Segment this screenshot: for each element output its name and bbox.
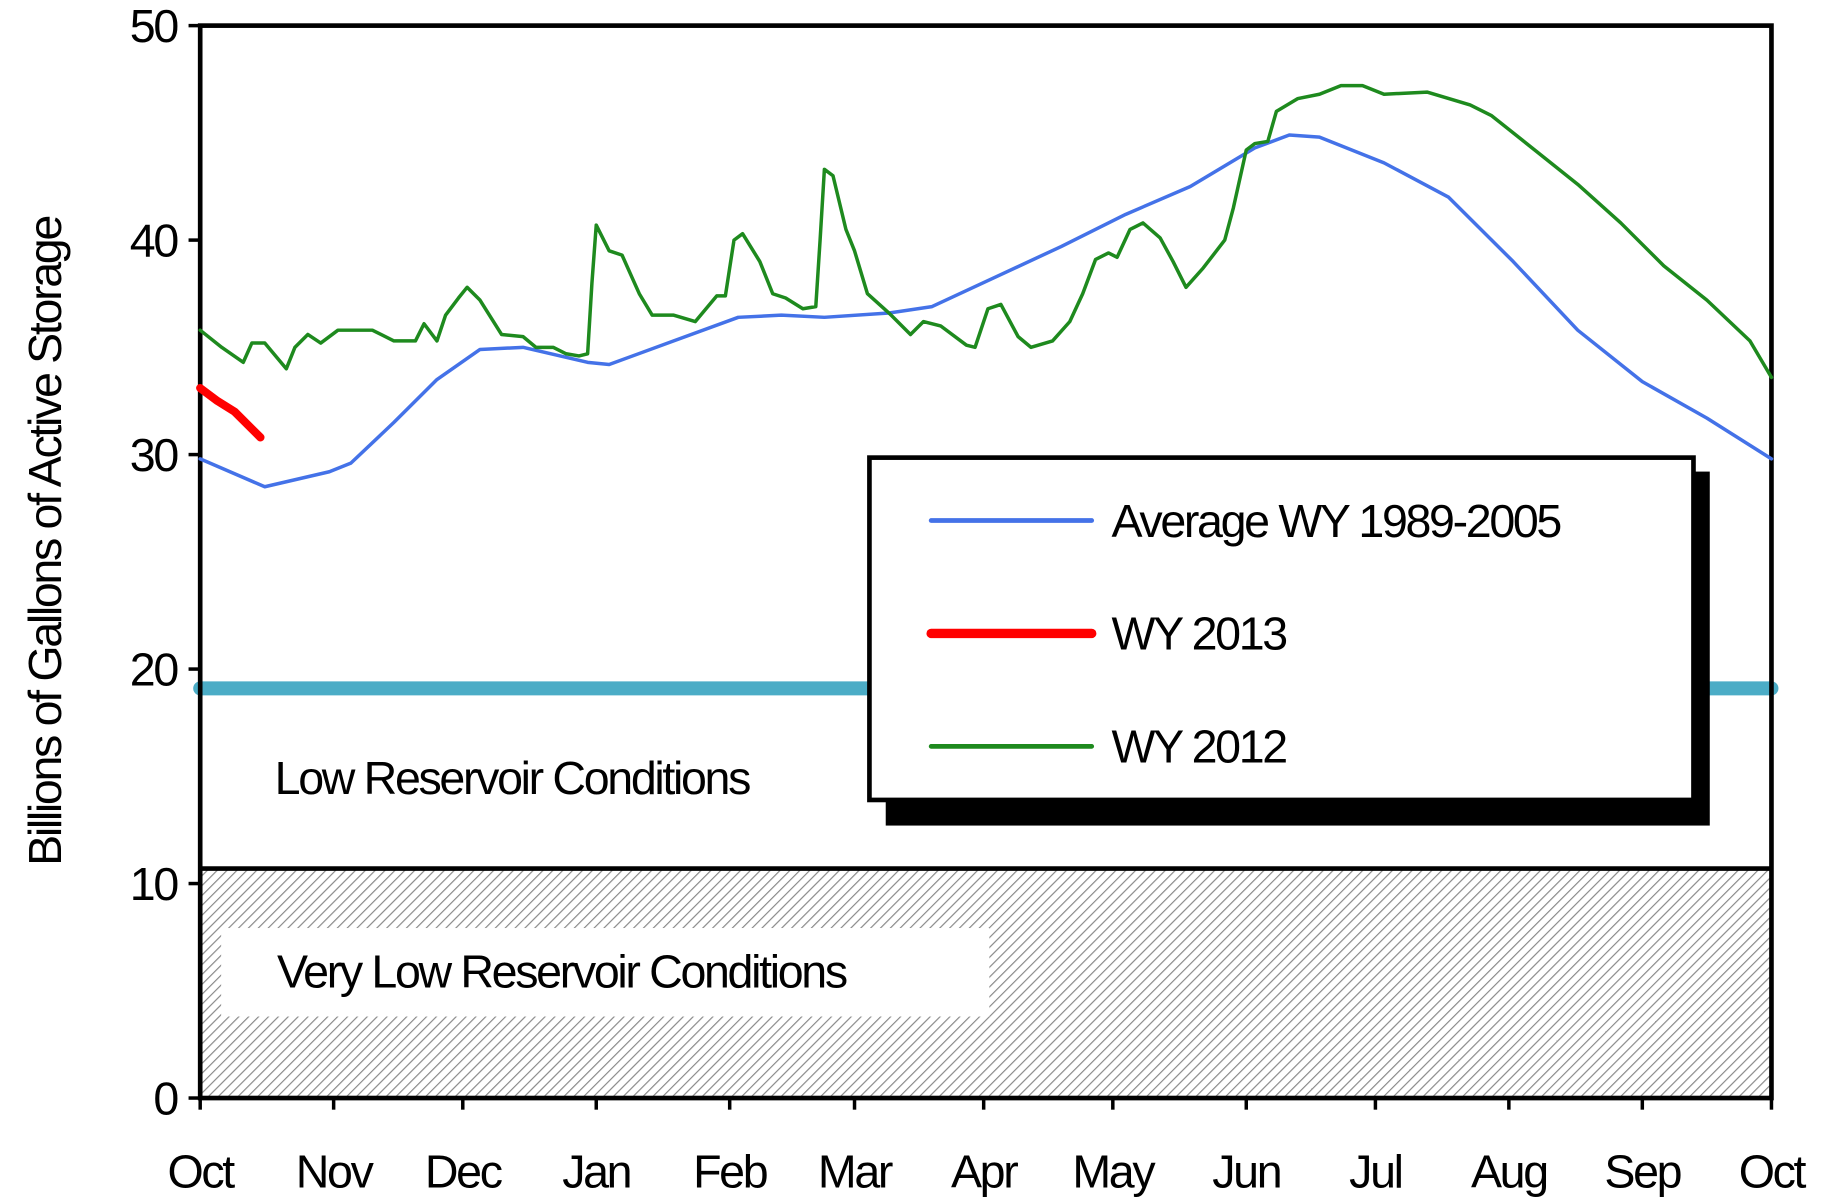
annotation-box — [221, 928, 990, 1017]
y-tick-label: 50 — [130, 0, 179, 52]
x-tick-label: Sep — [1604, 1146, 1680, 1198]
x-tick-label: Nov — [296, 1146, 375, 1198]
x-tick-label: Mar — [818, 1146, 893, 1198]
y-axis-label: Billions of Gallons of Active Storage — [19, 217, 71, 866]
series-line — [198, 133, 1774, 489]
legend-label: WY 2013 — [1112, 608, 1287, 660]
x-tick-label: Oct — [167, 1146, 235, 1198]
y-tick-label: 30 — [130, 429, 179, 481]
series-line — [198, 83, 1774, 380]
x-tick-label: Jan — [562, 1146, 630, 1198]
annotation: Low Reservoir Conditions — [275, 752, 750, 804]
legend-label: Average WY 1989-2005 — [1112, 495, 1561, 547]
annotation: Very Low Reservoir Conditions — [277, 945, 847, 997]
x-tick-label: Apr — [951, 1146, 1018, 1198]
x-tick-label: Oct — [1739, 1146, 1807, 1198]
y-tick-label: 20 — [130, 643, 179, 695]
plot-frame — [197, 23, 1774, 1101]
x-tick-label: Jun — [1212, 1146, 1280, 1198]
series-line — [196, 384, 265, 442]
x-tick-label: Dec — [425, 1146, 503, 1198]
x-tick-label: Jul — [1349, 1146, 1402, 1198]
x-tick-label: Feb — [693, 1146, 767, 1198]
legend-label: WY 2012 — [1112, 721, 1287, 773]
y-tick-label: 10 — [130, 858, 179, 910]
y-tick-label: 40 — [130, 214, 179, 266]
y-tick-label: 0 — [153, 1072, 178, 1124]
x-tick-label: Aug — [1471, 1146, 1547, 1198]
x-tick-label: May — [1072, 1146, 1156, 1198]
